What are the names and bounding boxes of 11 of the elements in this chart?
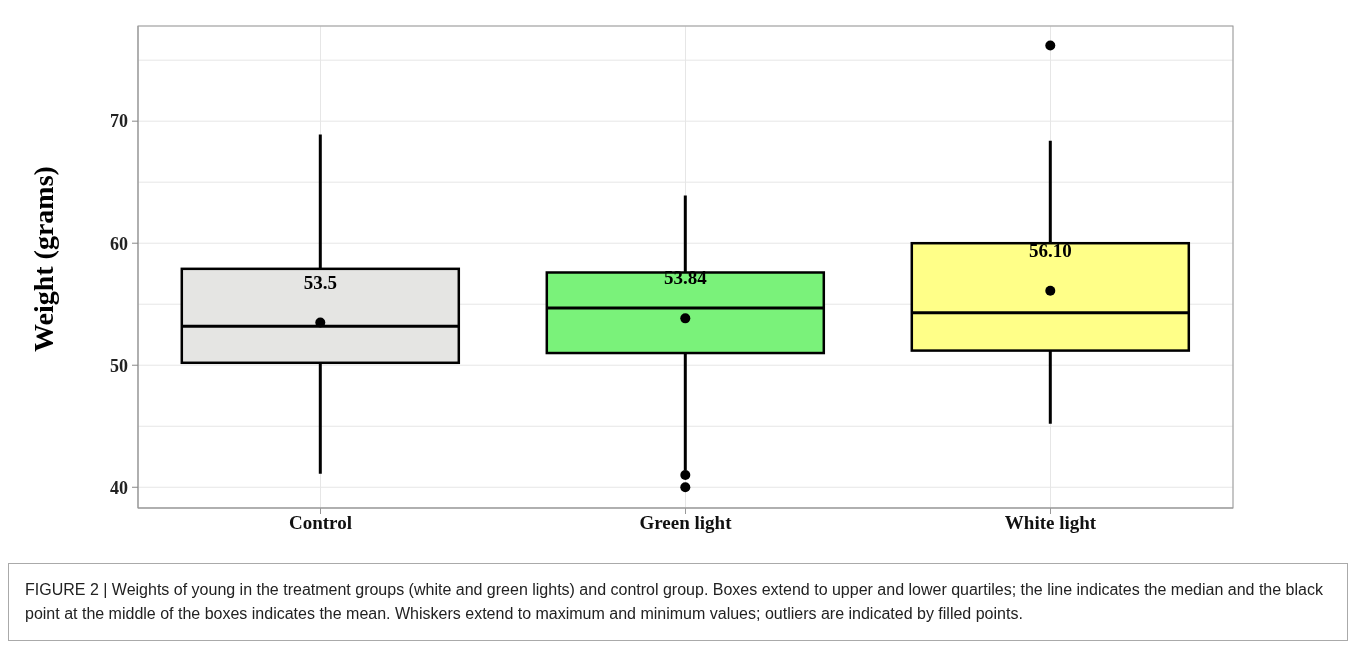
y-axis-title: Weight (grams) — [27, 166, 59, 352]
x-tick-label: Green light — [639, 512, 733, 534]
annotation: 53.5 — [303, 271, 337, 293]
y-tick-label: 50 — [110, 355, 128, 376]
caption: FIGURE 2 | Weights of young in the treatment groups (white and green lights) and control group. Boxes extend to upper and lower quartiles; the line indicates the median and the black point at the middle of the boxes indicates the mean. Whiskers extend to maximum and minimum values; outliers are indicated by filled points. — [8, 563, 1348, 641]
x-tick-label: White light — [1004, 512, 1097, 534]
annotation: 56.10 — [1028, 239, 1072, 261]
y-tick-label: 60 — [110, 233, 128, 254]
x-tick-label: Control — [289, 512, 352, 534]
y-tick-label: 70 — [110, 111, 128, 132]
y-tick-label: 40 — [110, 477, 128, 498]
